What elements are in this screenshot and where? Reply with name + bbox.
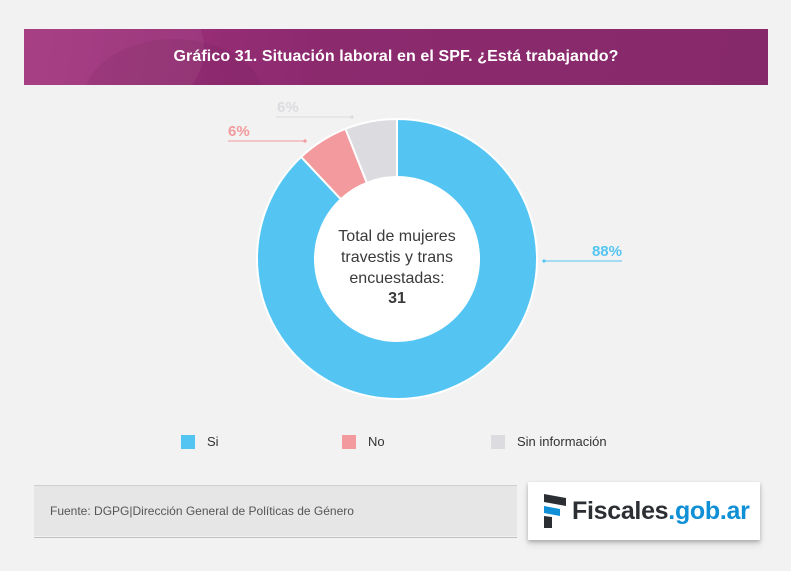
center-label-line1: Total de mujeres (338, 228, 455, 245)
legend-item-sin-info: Sin información (491, 434, 607, 449)
center-total-value: 31 (388, 290, 406, 307)
donut-chart: Total de mujeres travestis y trans encue… (228, 99, 622, 400)
leader-dot-sin-info (350, 115, 354, 119)
center-label-line3: encuestadas: (349, 270, 444, 287)
chart-title: Gráfico 31. Situación laboral en el SPF.… (173, 48, 619, 65)
source-text: Fuente: DGPG|Dirección General de Políti… (50, 504, 354, 518)
source-box: Fuente: DGPG|Dirección General de Políti… (34, 486, 517, 536)
legend-item-no: No (342, 434, 385, 449)
title-decoration (24, 29, 204, 85)
legend-item-si: Si (181, 434, 219, 449)
leader-dot-no (303, 139, 307, 143)
fiscales-logo-text: Fiscales.gob.ar (572, 496, 750, 525)
fiscales-logo-icon (544, 494, 566, 528)
legend-swatch-sin-info (491, 434, 505, 449)
source-divider (34, 537, 517, 538)
legend-swatch-si (181, 434, 195, 449)
legend-swatch-no (342, 434, 356, 449)
source-divider (34, 485, 517, 486)
center-label-line2: travestis y trans (341, 249, 453, 266)
donut-hole (315, 177, 479, 341)
legend: Si No Sin información (0, 434, 791, 454)
title-bar: Gráfico 31. Situación laboral en el SPF.… (24, 29, 768, 85)
leader-dot-si (542, 259, 546, 263)
data-label-no: 6% (228, 123, 250, 140)
legend-label-no: No (368, 434, 385, 449)
data-label-sin-info: 6% (277, 99, 299, 116)
fiscales-logo[interactable]: Fiscales.gob.ar (528, 482, 760, 540)
data-label-si: 88% (592, 243, 622, 260)
legend-label-si: Si (207, 434, 219, 449)
legend-label-sin-info: Sin información (517, 434, 607, 449)
